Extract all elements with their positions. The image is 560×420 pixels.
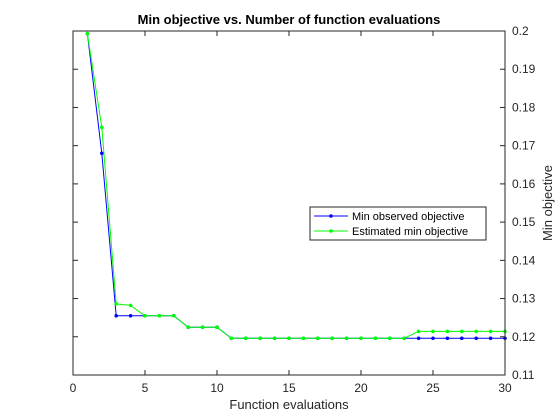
data-point [431, 329, 435, 334]
data-point [114, 313, 118, 318]
y-tick-label: 0.18 [512, 100, 536, 114]
data-point [359, 336, 363, 341]
data-point [100, 151, 104, 156]
y-tick-label: 0.2 [512, 24, 529, 38]
y-tick-label: 0.12 [512, 330, 536, 344]
data-point [330, 336, 335, 341]
data-point [460, 329, 464, 334]
data-point [488, 336, 493, 341]
y-axis-label: Min objective [540, 165, 555, 241]
legend-marker [329, 214, 333, 218]
data-point [128, 303, 133, 308]
y-tick-label: 0.19 [512, 62, 536, 76]
x-tick-label: 25 [426, 381, 440, 395]
x-tick-label: 5 [142, 381, 149, 395]
data-point [258, 336, 263, 341]
chart-title: Min objective vs. Number of function eva… [138, 12, 441, 27]
data-point [200, 325, 205, 330]
data-point [301, 336, 306, 341]
legend-box [309, 206, 487, 241]
data-point [244, 336, 248, 341]
data-point [143, 313, 147, 318]
data-point [287, 336, 291, 341]
data-point [474, 329, 479, 334]
data-point [488, 329, 493, 334]
data-point [402, 336, 407, 341]
x-tick-label: 10 [210, 381, 224, 395]
legend: Min observed objective Estimated min obje… [309, 206, 487, 241]
y-tick-label: 0.17 [512, 139, 536, 153]
data-point [157, 313, 162, 318]
data-point [388, 336, 392, 341]
data-point [85, 31, 90, 36]
x-tick-label: 30 [498, 381, 512, 395]
legend-label: Estimated min objective [352, 226, 468, 238]
x-tick-label: 20 [354, 381, 368, 395]
y-tick-label: 0.14 [512, 253, 536, 267]
legend-label: Min observed objective [352, 211, 465, 223]
y-tick-label: 0.15 [512, 215, 536, 229]
legend-entry: Estimated min objective [314, 226, 468, 238]
data-point [445, 336, 450, 341]
data-point [272, 336, 277, 341]
y-tick-label: 0.16 [512, 177, 536, 191]
data-point [316, 336, 320, 341]
data-point [172, 313, 176, 318]
data-point [373, 336, 378, 341]
data-point [416, 336, 421, 341]
series-line [86, 33, 505, 339]
x-axis-ticks: 0 5 10 15 20 25 30 [70, 31, 512, 395]
data-point [215, 325, 219, 330]
data-point [431, 336, 435, 341]
y-tick-label: 0.11 [512, 368, 535, 382]
data-point [474, 336, 479, 341]
data-point [229, 336, 234, 341]
data-point [100, 125, 104, 130]
x-axis-label: Function evaluations [229, 397, 349, 412]
legend-marker [329, 229, 333, 233]
data-point [416, 329, 421, 334]
data-point [114, 302, 118, 306]
plot-background [73, 31, 505, 375]
data-point [344, 336, 349, 341]
legend-entries: Min observed objective Estimated min obje… [314, 211, 468, 238]
x-tick-label: 0 [70, 381, 77, 395]
series-layer [85, 31, 507, 341]
data-point [128, 313, 133, 318]
y-axis-ticks: 0.11 0.12 0.13 0.14 0.15 0.16 0.17 0.18 0.19 0.2 [73, 24, 536, 382]
data-point [186, 325, 190, 330]
x-tick-label: 15 [282, 381, 296, 395]
data-point [460, 336, 464, 341]
y-tick-label: 0.13 [512, 292, 536, 306]
legend-entry: Min observed objective [314, 211, 465, 223]
plot-area: 0 5 10 15 20 25 30 0.110.120.130.140.150.160.1… [70, 24, 536, 395]
series-estimated-min-objective [85, 31, 507, 341]
data-point [445, 329, 450, 334]
